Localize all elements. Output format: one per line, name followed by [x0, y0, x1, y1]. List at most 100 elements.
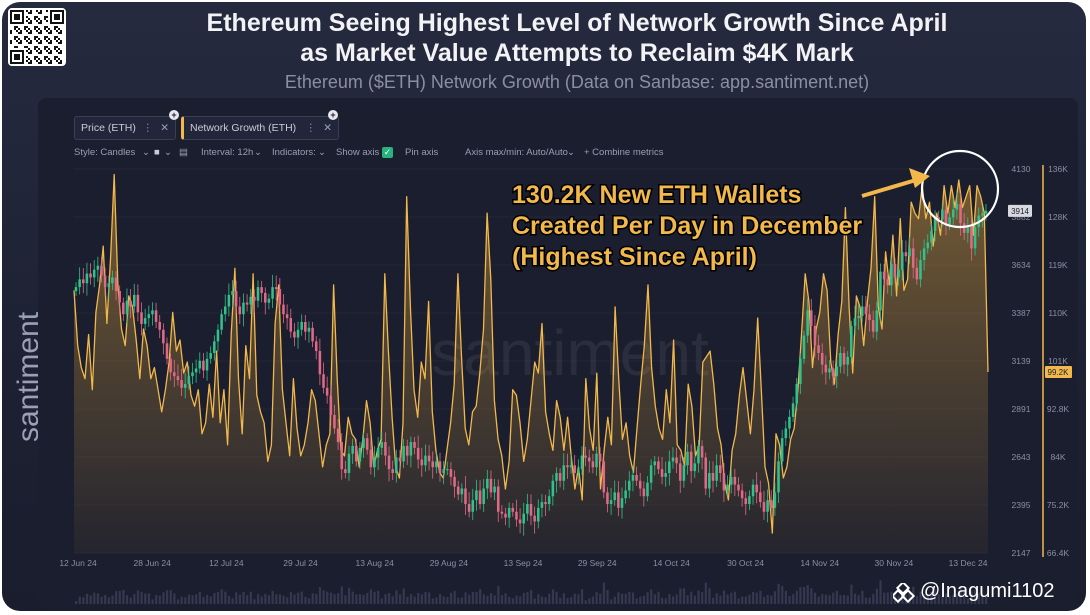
qr-module — [20, 40, 22, 42]
qr-module — [56, 56, 58, 58]
qr-module — [46, 36, 48, 38]
combine-metrics-button[interactable]: + Combine metrics — [584, 147, 664, 158]
qr-module — [50, 32, 52, 34]
qr-module — [58, 42, 60, 44]
qr-module — [34, 18, 36, 20]
qr-module — [58, 38, 60, 40]
qr-module — [24, 26, 26, 28]
qr-finder — [50, 10, 52, 24]
qr-module — [40, 40, 42, 42]
qr-module — [40, 30, 42, 32]
qr-module — [26, 16, 28, 18]
chart-panel — [38, 98, 1078, 609]
style-select[interactable]: Style: Candles — [74, 147, 136, 158]
qr-module — [40, 20, 42, 22]
qr-module — [16, 40, 18, 42]
qr-finder — [62, 10, 64, 24]
qr-module — [38, 12, 40, 14]
tab-price-label: Price (ETH) — [81, 122, 136, 134]
qr-module — [56, 50, 58, 52]
qr-module — [48, 48, 50, 50]
qr-finder — [10, 50, 24, 52]
qr-module — [48, 62, 50, 64]
qr-module — [30, 50, 32, 52]
qr-module — [26, 20, 28, 22]
chevron-down-icon[interactable]: ⌄ — [164, 147, 172, 158]
qr-module — [44, 36, 46, 38]
qr-module — [38, 58, 40, 60]
qr-module — [18, 42, 20, 44]
chevron-down-icon[interactable]: ⌄ — [567, 147, 575, 158]
chart-subtitle: Ethereum ($ETH) Network Growth (Data on … — [284, 72, 870, 92]
chevron-down-icon[interactable]: ⌄ — [254, 147, 262, 158]
qr-module — [26, 30, 28, 32]
qr-module — [14, 36, 16, 38]
qr-module — [14, 28, 16, 30]
qr-module — [26, 56, 28, 58]
color-swatch-icon[interactable]: ■ — [154, 147, 160, 158]
tab-network-growth[interactable]: Network Growth (ETH) ⋮ ✕ — [181, 116, 339, 140]
qr-finder — [14, 14, 20, 20]
qr-module — [18, 38, 20, 40]
interval-select[interactable]: Interval: 12h — [201, 147, 254, 158]
qr-module — [48, 38, 50, 40]
qr-module — [24, 28, 26, 30]
qr-module — [54, 26, 56, 28]
qr-module — [48, 42, 50, 44]
qr-module — [48, 52, 50, 54]
qr-module — [46, 60, 48, 62]
qr-module — [38, 48, 40, 50]
qr-module — [60, 40, 62, 42]
qr-module — [26, 10, 28, 12]
qr-module — [40, 32, 42, 34]
show-axis-toggle[interactable]: Show axis — [336, 147, 380, 158]
qr-module — [48, 28, 50, 30]
qr-module — [60, 52, 62, 54]
show-axis-checkbox[interactable]: ✓ — [382, 147, 393, 158]
add-metric-icon[interactable]: + — [169, 110, 179, 120]
more-options-icon[interactable]: ⋮ — [142, 122, 154, 134]
calendar-icon[interactable]: ▤ — [179, 147, 188, 158]
chevron-down-icon[interactable]: ⌄ — [142, 147, 150, 158]
axis-minmax-select[interactable]: Axis max/min: Auto/Auto — [465, 147, 568, 158]
qr-module — [34, 56, 36, 58]
qr-module — [26, 60, 28, 62]
qr-module — [50, 52, 52, 54]
qr-finder — [10, 10, 12, 24]
qr-module — [36, 16, 38, 18]
qr-module — [56, 40, 58, 42]
qr-module — [34, 48, 36, 50]
qr-module — [38, 52, 40, 54]
qr-module — [38, 28, 40, 30]
qr-module — [48, 32, 50, 34]
chevron-down-icon[interactable]: ⌄ — [318, 147, 326, 158]
qr-finder — [22, 10, 24, 24]
qr-module — [28, 32, 30, 34]
qr-module — [40, 60, 42, 62]
qr-module — [44, 48, 46, 50]
pin-axis-toggle[interactable]: Pin axis — [405, 147, 439, 158]
close-icon[interactable]: ✕ — [323, 122, 332, 134]
qr-module — [36, 46, 38, 48]
tab-growth-label: Network Growth (ETH) — [190, 122, 297, 134]
qr-module — [58, 48, 60, 50]
tab-price-eth[interactable]: Price (ETH) ⋮ ✕ — [74, 116, 176, 140]
add-metric-icon[interactable]: + — [328, 110, 338, 120]
qr-module — [34, 38, 36, 40]
qr-module — [16, 36, 18, 38]
qr-module — [46, 46, 48, 48]
qr-module — [10, 32, 12, 34]
qr-module — [40, 42, 42, 44]
qr-module — [30, 20, 32, 22]
qr-module — [46, 50, 48, 52]
qr-module — [44, 38, 46, 40]
more-options-icon[interactable]: ⋮ — [305, 122, 317, 134]
close-icon[interactable]: ✕ — [160, 122, 169, 134]
indicators-select[interactable]: Indicators: — [272, 147, 316, 158]
qr-module — [54, 48, 56, 50]
qr-module — [58, 28, 60, 30]
qr-module — [36, 40, 38, 42]
qr-module — [26, 50, 28, 52]
qr-module — [24, 46, 26, 48]
qr-module — [58, 58, 60, 60]
